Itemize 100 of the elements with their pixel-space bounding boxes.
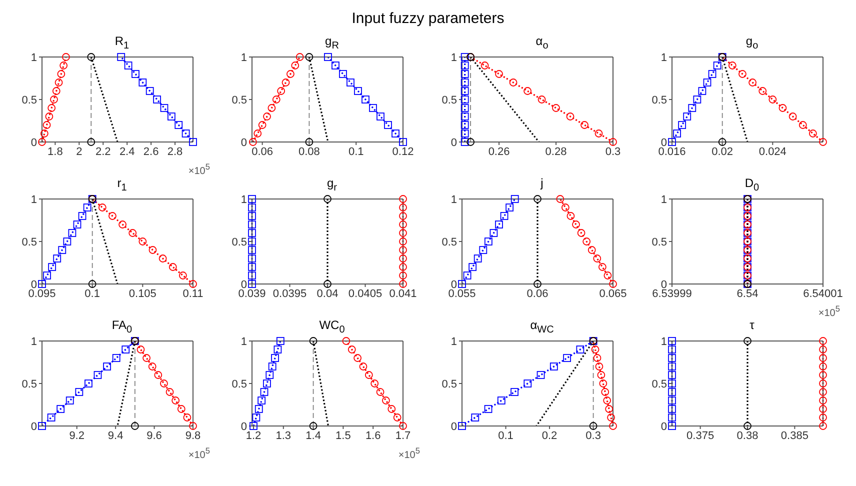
point — [50, 96, 58, 104]
point — [524, 380, 532, 388]
y-tick-label: 0 — [30, 136, 37, 149]
point — [52, 87, 60, 95]
x-tick-label: 1.7 — [395, 430, 411, 442]
x-tick-label: 0.12 — [392, 146, 414, 158]
point — [189, 280, 197, 288]
point — [57, 70, 66, 78]
point — [668, 337, 676, 345]
point — [484, 238, 492, 246]
y-tick-label: 0.5 — [232, 378, 247, 390]
x-tick-label: 6.54001 — [803, 288, 843, 300]
point — [399, 212, 407, 220]
x-tick-label: 6.54 — [736, 288, 758, 300]
point — [668, 138, 676, 146]
point — [819, 414, 827, 422]
point — [138, 238, 147, 246]
point — [580, 121, 588, 129]
point — [788, 112, 797, 120]
chart-title: α$_{WC}$ — [529, 318, 555, 336]
point — [819, 371, 827, 379]
x-tick-label: 1.3 — [276, 430, 292, 442]
point — [160, 104, 168, 112]
point — [78, 212, 86, 220]
point — [604, 272, 612, 280]
point — [250, 422, 258, 430]
point — [460, 87, 469, 95]
text: ×10$^{5}$ — [818, 304, 840, 320]
chart-title: r$_{1}$ — [116, 176, 128, 194]
point — [87, 53, 96, 61]
point — [108, 212, 116, 220]
point — [42, 121, 51, 129]
point — [576, 346, 584, 354]
x-tick-label: 0.3 — [605, 146, 621, 158]
point — [819, 362, 827, 370]
point — [460, 70, 469, 78]
y-tick-label: 0.5 — [232, 236, 247, 248]
point — [268, 362, 276, 370]
point — [550, 362, 558, 370]
point — [274, 346, 282, 354]
y-tick-label: 1 — [660, 52, 667, 64]
point — [75, 388, 84, 396]
point — [56, 405, 65, 413]
point — [66, 396, 74, 404]
point — [588, 246, 596, 254]
point — [572, 220, 580, 228]
point — [399, 138, 407, 146]
point — [146, 87, 154, 95]
x-tick-label: 0.26 — [488, 146, 510, 158]
x-tick-label: 0.0395 — [272, 288, 307, 300]
point — [819, 380, 827, 388]
y-tick-label: 0 — [30, 420, 37, 433]
point — [332, 62, 340, 70]
point — [68, 229, 76, 237]
point — [84, 380, 92, 388]
point — [112, 354, 120, 362]
point — [153, 96, 161, 104]
point — [158, 254, 167, 262]
point — [748, 78, 756, 86]
point — [142, 354, 150, 362]
point — [189, 138, 197, 146]
y-tick-label: 1 — [450, 52, 457, 64]
point — [271, 354, 279, 362]
chart-title: WC$_{0}$ — [318, 318, 346, 336]
point — [166, 388, 174, 396]
point — [703, 78, 712, 86]
point — [460, 112, 469, 120]
point — [364, 371, 373, 379]
point — [683, 112, 692, 120]
point — [524, 87, 532, 95]
point — [566, 112, 574, 120]
point — [819, 388, 827, 396]
point — [38, 280, 46, 288]
point — [484, 405, 492, 413]
point — [354, 87, 362, 95]
point — [369, 104, 377, 112]
point — [393, 414, 402, 422]
y-tick-label: 0 — [450, 420, 457, 433]
point — [495, 70, 503, 78]
point — [597, 371, 606, 379]
point — [60, 62, 68, 70]
chart-title: τ — [748, 318, 756, 334]
point — [324, 53, 332, 61]
chart-title: α$_{o}$ — [534, 34, 550, 52]
point — [744, 337, 752, 345]
point — [819, 405, 827, 413]
point — [348, 346, 356, 354]
text: ×10$^{5}$ — [188, 446, 210, 462]
y-tick-label: 1 — [30, 194, 37, 206]
point — [58, 246, 66, 254]
point — [248, 272, 256, 280]
point — [460, 96, 469, 104]
point — [388, 405, 396, 413]
point — [582, 238, 591, 246]
y-tick-label: 0.5 — [22, 94, 37, 106]
point — [248, 280, 256, 288]
point — [167, 112, 176, 120]
x-tick-label: 9.2 — [69, 430, 84, 442]
x-tick-label: 1.6 — [365, 430, 381, 442]
point — [277, 87, 286, 95]
